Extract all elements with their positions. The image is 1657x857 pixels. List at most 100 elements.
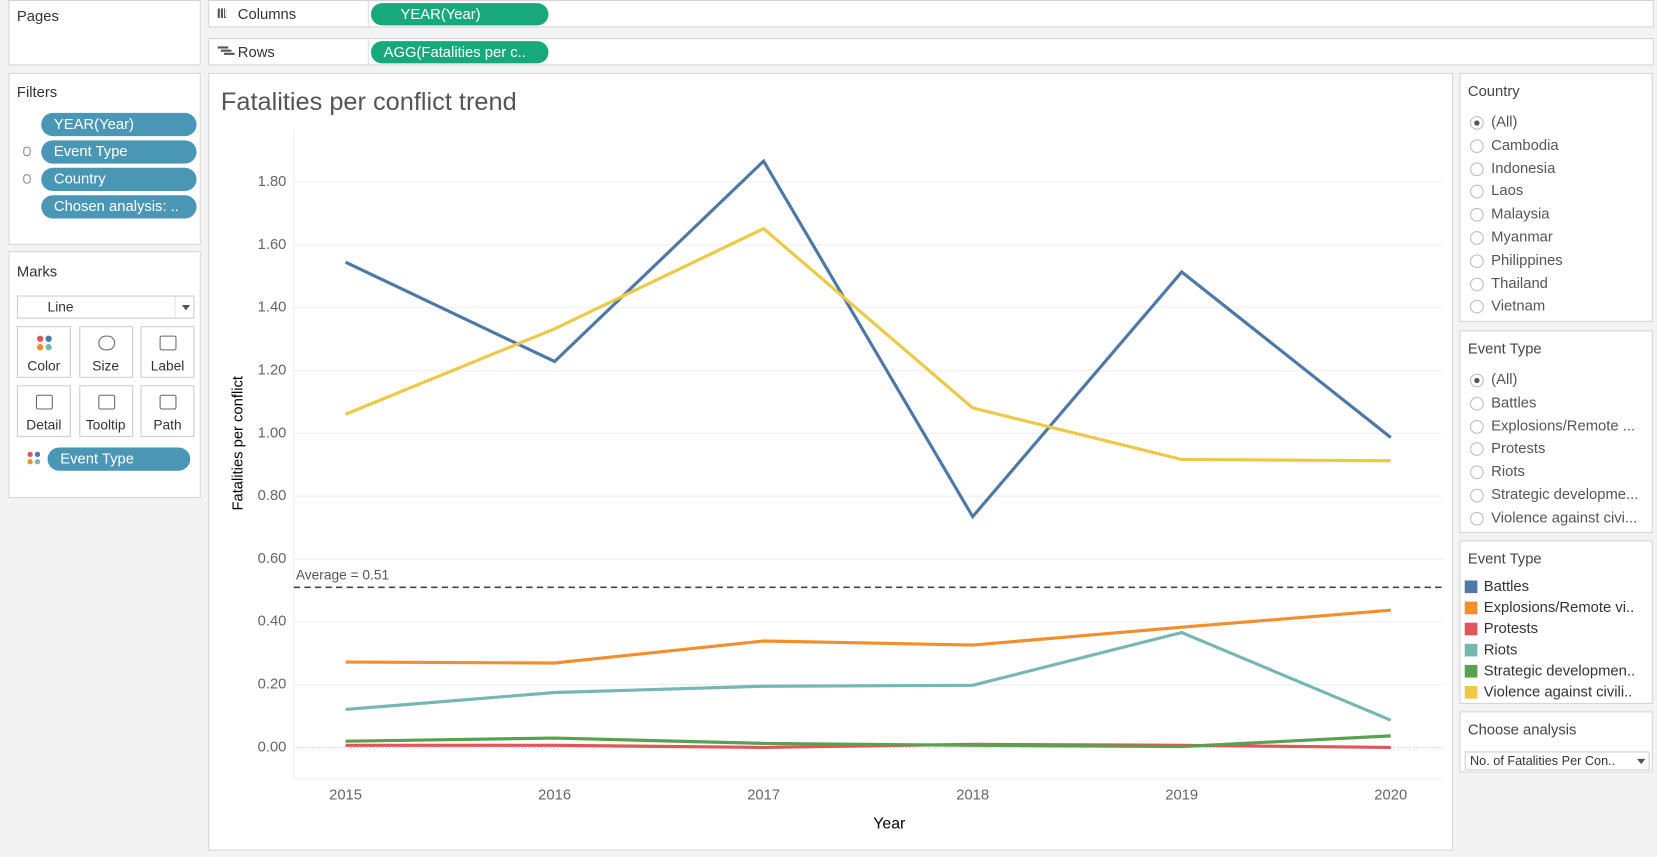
filters-title: Filters [16,83,58,101]
color-icon [45,335,52,342]
marks-button[interactable]: Detail [16,385,71,437]
pill-icon [225,7,235,17]
y-tick-label: 1.80 [258,174,287,190]
shelf-icon [217,46,229,49]
legend-title: Event Type [1467,549,1542,567]
button-icon [159,335,177,351]
filter-pill[interactable]: Country [41,167,197,192]
radio-option[interactable]: Violence against civi... [1460,507,1651,529]
radio-label: Violence against civi... [1491,508,1638,526]
marks-title: Marks [16,262,58,280]
country-filter: Country (All) Cambodia Indonesia Laos Malaysi… [1459,72,1653,322]
radio-option[interactable]: Laos [1460,181,1651,203]
radio-option[interactable]: (All) [1460,112,1651,134]
legend-label: Violence against civili.. [1483,682,1633,700]
button-label: Detail [26,416,62,433]
radio-label: Indonesia [1491,158,1556,176]
marks-card: Marks Line Color Size Label Detail Tooltip Path… [8,251,201,499]
dropdown-arrow [174,296,176,318]
pages-title: Pages [16,7,59,25]
marks-button[interactable]: Color [16,326,71,378]
marks-button[interactable]: Label [140,326,195,378]
radio-label: (All) [1491,370,1518,388]
pages-shelf: Pages [8,0,201,66]
shelf-icon [224,52,235,55]
button-label: Label [150,357,185,374]
y-tick-label: 1.40 [258,300,287,316]
radio-option[interactable]: Malaysia [1460,204,1651,226]
legend-label: Strategic developmen.. [1483,661,1636,679]
radio-circle [1470,373,1484,388]
radio-option[interactable]: Indonesia [1460,158,1651,180]
legend-swatch [1464,622,1478,636]
radio-label: Strategic developme... [1491,485,1639,503]
marks-button[interactable]: Size [78,326,133,378]
chart-panel: Fatalities per conflict trend 0.00 0.20 0.4… [208,72,1454,851]
radio-option[interactable]: Vietnam [1460,296,1651,318]
legend-label: Riots [1483,640,1518,658]
columns-pill[interactable]: YEAR(Year) [370,3,549,26]
button-icon [97,335,115,351]
color-icon [36,335,44,342]
radio-option[interactable]: Cambodia [1460,135,1651,157]
rows-pill[interactable]: AGG(Fatalities per c.. [370,41,549,64]
radio-circle [1470,185,1484,199]
color-icon [34,451,41,457]
rows-label: Rows [237,43,275,61]
radio-option[interactable]: Battles [1460,392,1651,414]
legend-swatch [1464,580,1478,594]
analysis-dropdown[interactable]: No. of Fatalities Per Con.. [1464,751,1650,771]
radio-circle [1470,300,1484,314]
radio-label: Vietnam [1491,296,1546,314]
legend-label: Battles [1483,577,1529,595]
dropdown-caret [181,305,191,311]
series-line [345,608,1391,665]
rows-shelf: Rows AGG(Fatalities per c.. [208,37,1654,66]
radio-option[interactable]: Riots [1460,461,1651,483]
filters-card: Filters YEAR(Year) Event Type Country Chosen… [8,72,201,245]
button-icon [159,394,177,410]
marks-button[interactable]: Path [140,385,195,437]
button-label: Size [92,357,120,374]
x-tick-label: 2019 [1165,788,1198,804]
y-tick-label: 0.80 [258,488,287,504]
x-axis-label: Year [873,815,906,832]
filter-icon [23,174,31,184]
color-icon [34,459,41,465]
radio-option[interactable]: Protests [1460,438,1651,460]
filter-pill[interactable]: Event Type [41,140,197,164]
radio-label: Protests [1491,439,1546,457]
choose-title: Choose analysis [1467,720,1577,738]
radio-circle [1470,254,1484,268]
radio-circle [1470,208,1484,222]
color-icon [27,451,33,457]
radio-option[interactable]: (All) [1460,369,1651,391]
mark-type-label: Line [47,298,74,315]
shelf-divider [367,39,369,65]
shelf-icon [224,8,227,18]
mark-type-dropdown[interactable]: Line [16,295,195,319]
filter-pill[interactable]: YEAR(Year) [41,112,197,137]
analysis-value: No. of Fatalities Per Con.. [1470,753,1616,769]
radio-option[interactable]: Explosions/Remote ... [1460,415,1651,437]
y-tick-label: 0.40 [258,614,287,630]
country-filter-title: Country [1467,82,1520,100]
marks-pill[interactable]: Event Type [47,447,191,471]
radio-option[interactable]: Thailand [1460,273,1651,295]
marks-button[interactable]: Tooltip [78,385,133,437]
y-tick-label: 0.00 [258,739,287,755]
legend-label: Explosions/Remote vi.. [1483,598,1635,616]
button-icon [97,394,115,410]
radio-option[interactable]: Myanmar [1460,227,1651,249]
y-tick-label: 0.20 [258,677,287,693]
radio-option[interactable]: Philippines [1460,250,1651,272]
radio-label: Myanmar [1491,227,1553,245]
series-line [345,630,1392,722]
radio-label: (All) [1491,112,1518,130]
filter-icon [23,146,31,157]
columns-label: Columns [237,5,297,23]
button-icon [35,394,53,410]
radio-label: Riots [1491,462,1525,480]
filter-pill[interactable]: Chosen analysis: .. [41,195,197,219]
radio-option[interactable]: Strategic developme... [1460,484,1651,506]
